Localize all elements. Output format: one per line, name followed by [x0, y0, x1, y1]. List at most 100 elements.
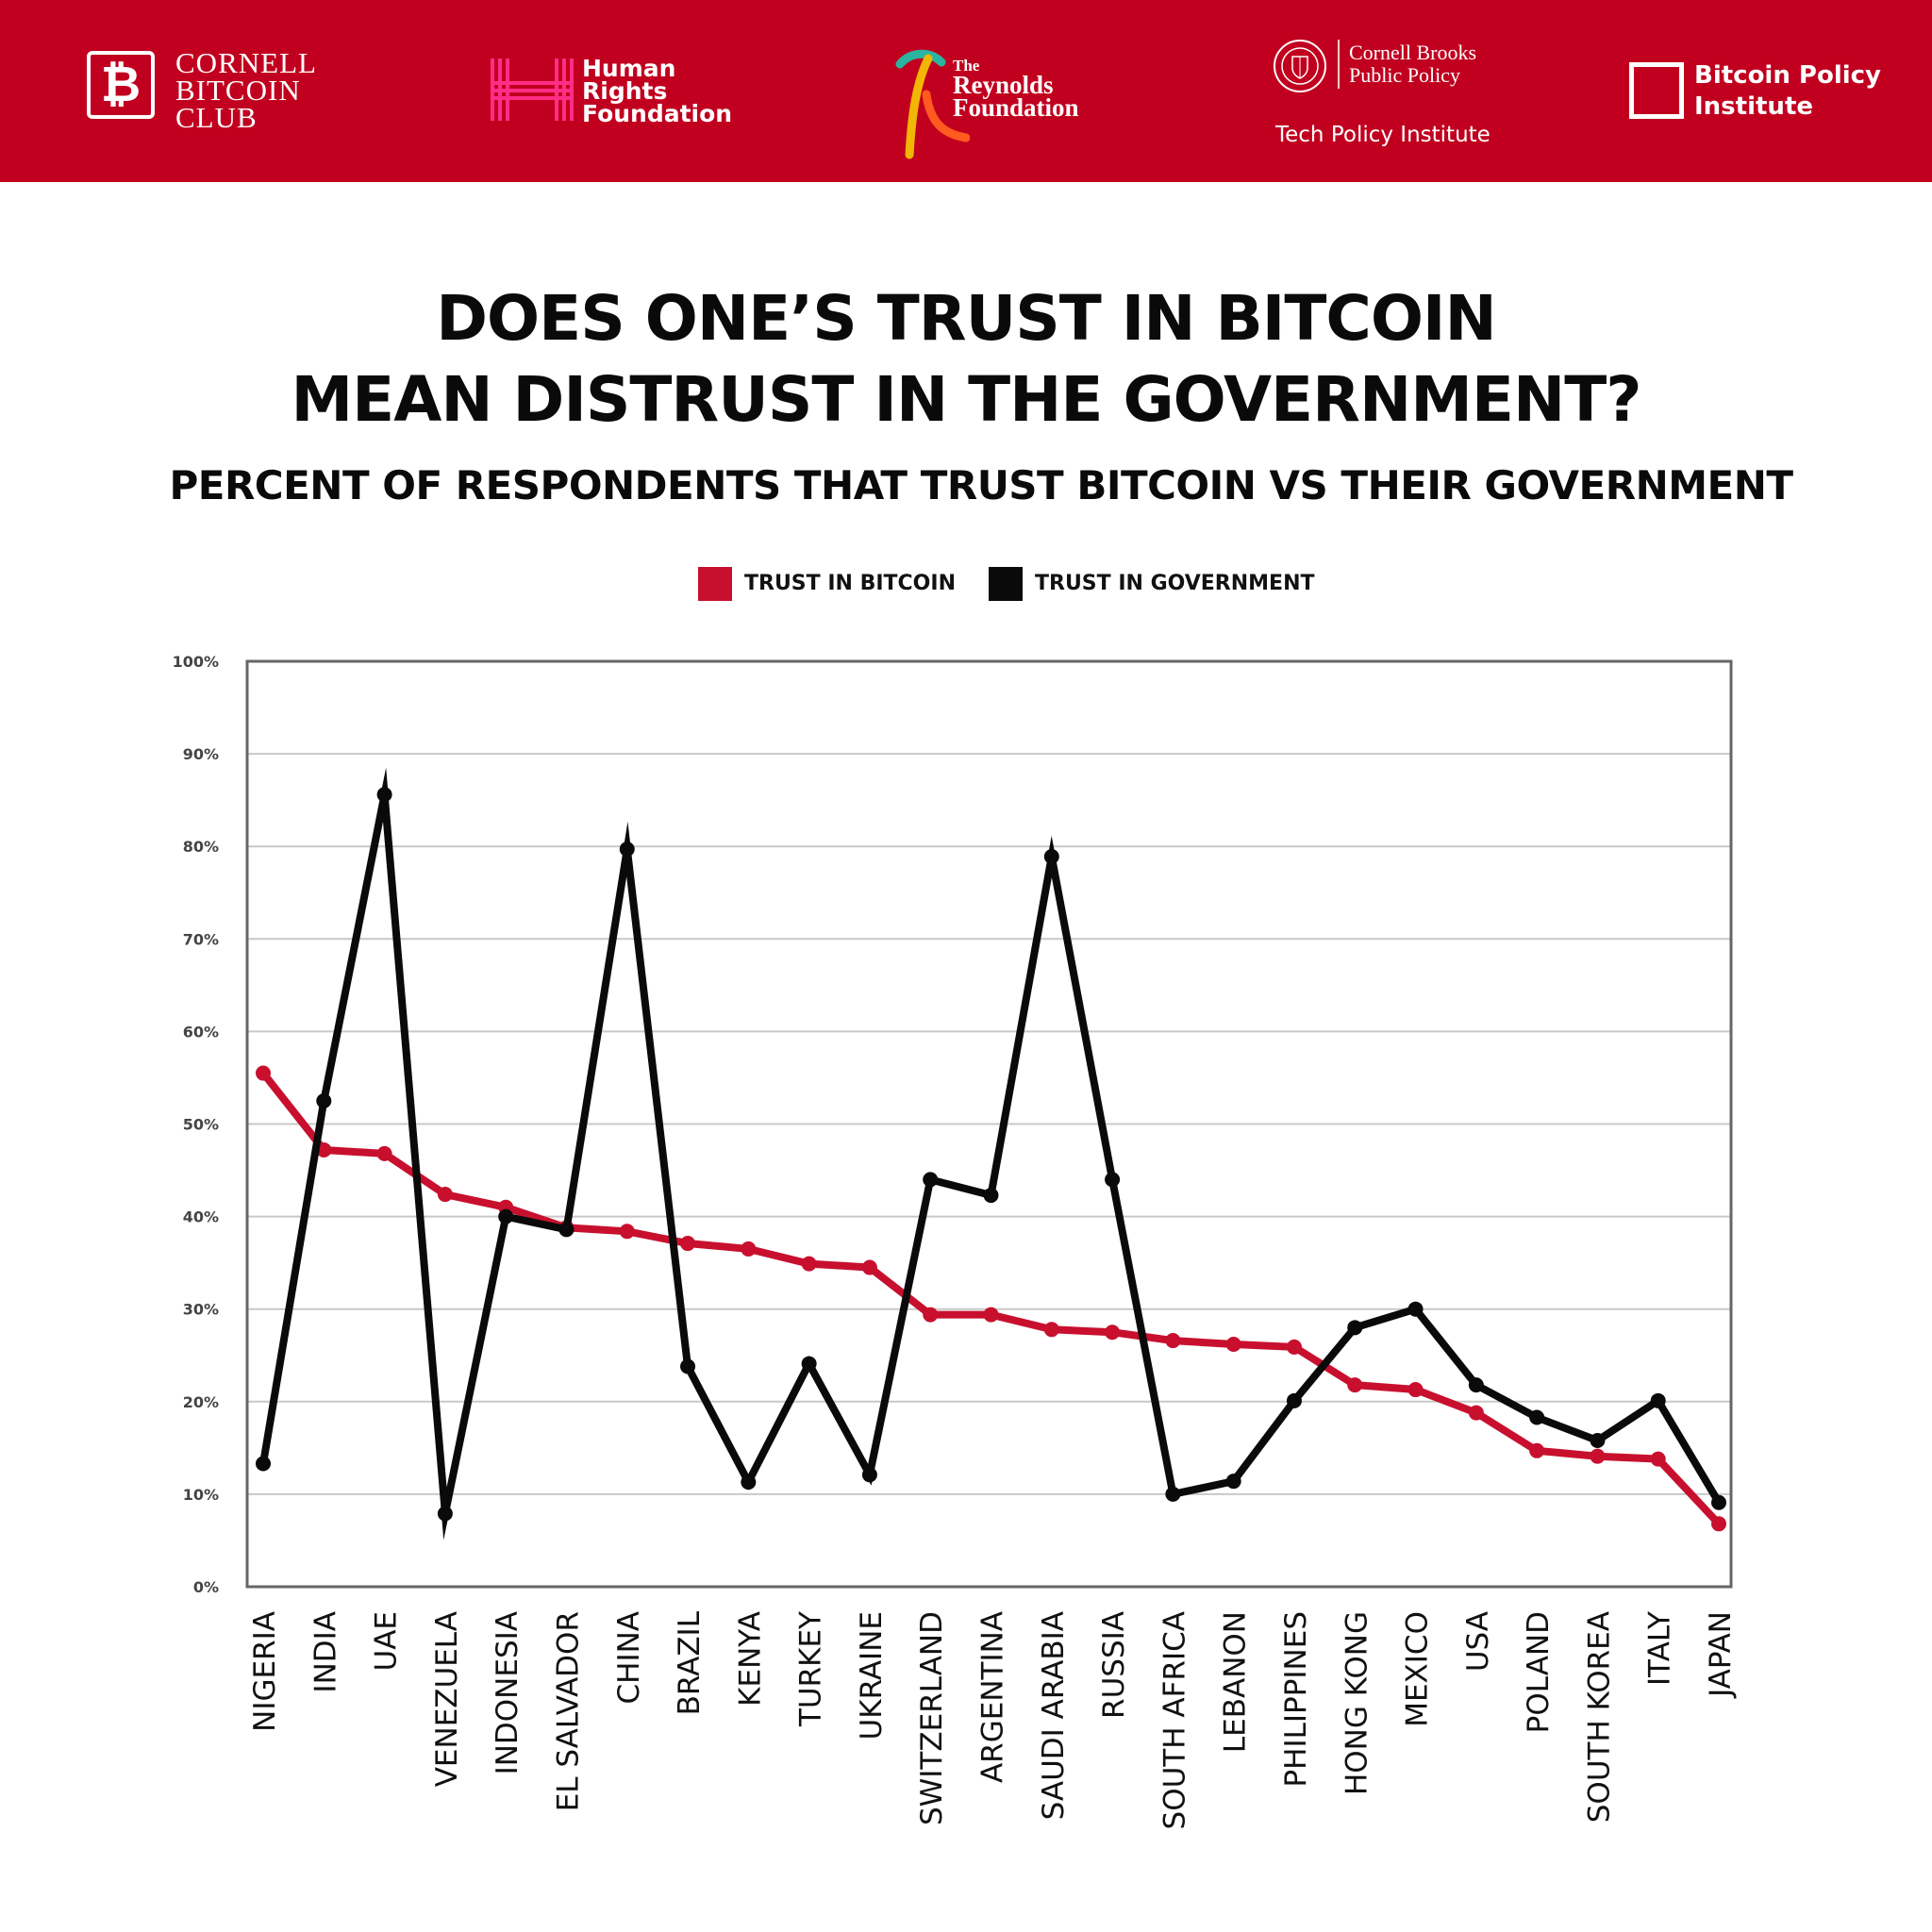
x-tick-label: ARGENTINA — [976, 1611, 1010, 1783]
header-banner: ₿ CORNELL BITCOIN CLUB Human Rights Foun… — [0, 0, 1932, 182]
hrf-mark-icon — [491, 58, 574, 121]
data-point — [619, 841, 635, 858]
x-tick-label: SOUTH AFRICA — [1158, 1611, 1191, 1829]
x-tick-label: PHILIPPINES — [1279, 1611, 1313, 1788]
x-axis-categories: NIGERIA INDIA UAE VENEZUELA INDONESIA EL SALV… — [248, 1610, 1738, 1829]
data-point — [741, 1474, 757, 1491]
data-point — [1650, 1451, 1666, 1467]
hrf-line-2: Rights — [582, 77, 668, 105]
legend-label-government: TRUST IN GOVERNMENT — [1035, 572, 1315, 595]
reynolds-the: The — [953, 57, 980, 75]
data-point — [923, 1172, 939, 1188]
x-tick-label: TURKEY — [794, 1611, 828, 1727]
cbc-line-1: CORNELL — [175, 46, 317, 79]
x-tick-label: INDONESIA — [491, 1611, 525, 1774]
series-lines — [256, 767, 1726, 1541]
y-tick-label: 90% — [183, 745, 219, 763]
x-tick-label: UAE — [370, 1611, 404, 1671]
data-point — [1043, 1322, 1059, 1338]
y-tick-label: 30% — [183, 1301, 219, 1319]
plot-frame — [245, 659, 1733, 1589]
data-point — [861, 1259, 877, 1275]
data-point — [316, 1092, 332, 1108]
chart-subtitle: PERCENT OF RESPONDENTS THAT TRUST BITCOI… — [169, 462, 1793, 508]
y-tick-label: 80% — [183, 838, 219, 856]
data-point — [376, 787, 392, 803]
data-point — [619, 1224, 635, 1240]
data-point — [256, 1065, 271, 1081]
data-point — [437, 1187, 453, 1203]
data-point — [1105, 1172, 1121, 1188]
x-tick-label: UKRAINE — [855, 1611, 889, 1740]
data-point — [1225, 1474, 1241, 1490]
reynolds-line-1: Reynolds — [953, 71, 1054, 99]
series-line — [259, 767, 1723, 1541]
legend-swatch-bitcoin — [698, 567, 732, 601]
x-tick-label: BRAZIL — [673, 1610, 707, 1715]
y-tick-label: 0% — [193, 1578, 219, 1596]
data-point — [680, 1358, 696, 1374]
data-point — [1711, 1516, 1726, 1532]
data-point — [1225, 1336, 1241, 1352]
hrf-line-1: Human — [582, 55, 676, 82]
data-point — [741, 1241, 757, 1257]
x-tick-label: KENYA — [733, 1611, 767, 1707]
x-tick-label: CHINA — [612, 1611, 646, 1705]
reynolds-line-2: Foundation — [953, 93, 1079, 122]
data-point — [558, 1222, 575, 1238]
data-point — [1529, 1442, 1545, 1458]
y-tick-label: 60% — [183, 1023, 219, 1041]
x-tick-label: SWITZERLAND — [915, 1611, 949, 1825]
cbc-line-3: CLUB — [175, 101, 258, 134]
data-point — [1165, 1333, 1181, 1349]
hrf-line-3: Foundation — [582, 100, 733, 127]
data-point — [1468, 1405, 1484, 1421]
series-line — [259, 1071, 1722, 1527]
y-tick-label: 70% — [183, 930, 219, 948]
x-tick-label: HONG KONG — [1340, 1611, 1374, 1795]
x-tick-label: USA — [1461, 1611, 1495, 1672]
data-point — [983, 1188, 999, 1204]
y-tick-label: 40% — [183, 1208, 219, 1226]
bpi-line-1: Bitcoin Policy — [1694, 61, 1882, 90]
data-point — [1043, 848, 1059, 864]
y-tick-label: 100% — [173, 653, 219, 671]
data-point — [1286, 1339, 1302, 1355]
data-point — [1650, 1392, 1666, 1408]
y-tick-label: 10% — [183, 1486, 219, 1504]
x-tick-label: ITALY — [1643, 1611, 1677, 1686]
x-tick-label: NIGERIA — [248, 1611, 282, 1732]
data-point — [801, 1356, 817, 1372]
data-point — [923, 1307, 939, 1323]
reynolds-mark-icon — [895, 49, 970, 159]
data-point — [498, 1208, 514, 1224]
data-point — [1468, 1377, 1484, 1393]
square-icon — [1629, 62, 1684, 119]
y-axis-ticks: 0% 10% 20% 30% 40% 50% 60% 70% 80% 90% 100% — [173, 653, 219, 1596]
data-point — [861, 1467, 877, 1483]
data-point — [1286, 1392, 1302, 1408]
data-point — [983, 1307, 999, 1323]
tech-policy-institute: Tech Policy Institute — [1275, 123, 1491, 147]
data-point — [1711, 1494, 1726, 1510]
cornell-line-2: Public Policy — [1349, 63, 1460, 87]
data-point — [1347, 1377, 1363, 1393]
data-point — [801, 1256, 817, 1272]
data-point — [1529, 1409, 1545, 1425]
legend-swatch-government — [989, 567, 1023, 601]
series-bitcoin — [256, 1065, 1726, 1532]
x-tick-label: JAPAN — [1704, 1611, 1738, 1699]
y-tick-label: 20% — [183, 1393, 219, 1411]
x-tick-label: INDIA — [308, 1611, 342, 1693]
x-tick-label: SAUDI ARABIA — [1037, 1611, 1071, 1820]
data-point — [1590, 1448, 1606, 1464]
cornell-line-1: Cornell Brooks — [1349, 41, 1477, 64]
cbc-line-2: BITCOIN — [175, 74, 301, 107]
data-point — [680, 1236, 696, 1252]
x-tick-label: POLAND — [1522, 1611, 1556, 1733]
data-point — [256, 1456, 271, 1472]
x-tick-label: VENEZUELA — [430, 1611, 464, 1787]
x-tick-label: SOUTH KOREA — [1582, 1611, 1616, 1823]
cornell-seal-icon — [1274, 40, 1326, 92]
